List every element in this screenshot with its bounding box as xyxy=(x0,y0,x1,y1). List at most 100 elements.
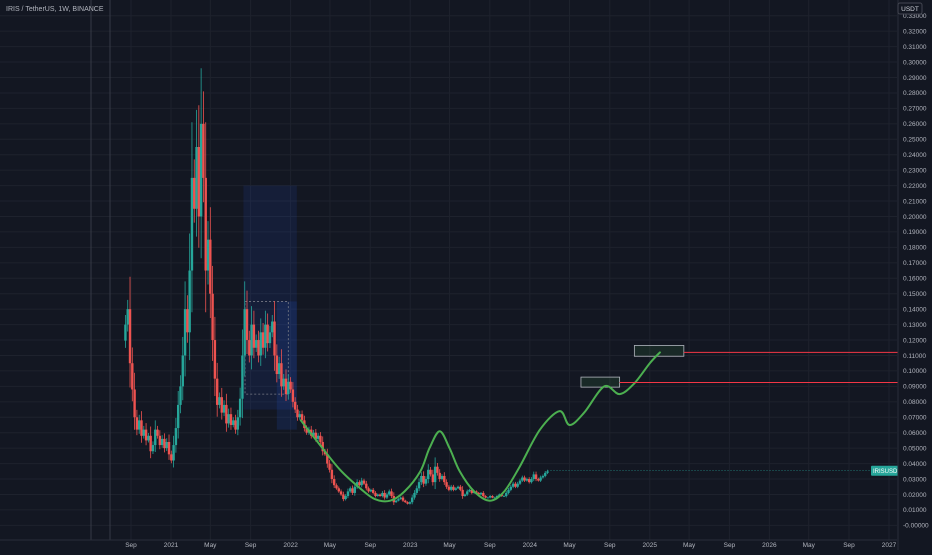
x-tick-label: Sep xyxy=(364,542,376,549)
candle-body xyxy=(193,177,196,209)
candle-body xyxy=(342,494,345,500)
candle-body xyxy=(202,123,205,178)
x-tick-label: May xyxy=(443,542,456,549)
candle-body xyxy=(371,489,375,493)
candle-body xyxy=(484,496,487,498)
target-zone-box[interactable] xyxy=(580,376,621,388)
candle-body xyxy=(151,445,155,452)
y-tick-label: 0.05000 xyxy=(903,445,927,452)
candle-body xyxy=(397,499,400,501)
candle-body xyxy=(186,309,189,333)
candle-body xyxy=(245,309,249,341)
candle-body xyxy=(470,489,474,493)
candle-body xyxy=(321,441,324,452)
y-tick-label: 0.32000 xyxy=(903,28,927,35)
candle-body xyxy=(488,496,492,498)
candle-body xyxy=(174,428,178,446)
candle-body xyxy=(440,475,444,480)
candle-body xyxy=(316,435,320,439)
candle-body xyxy=(135,417,139,430)
candle-body xyxy=(408,502,412,504)
candle-body xyxy=(147,435,150,441)
candle-body xyxy=(367,488,370,492)
y-tick-label: 0.03000 xyxy=(903,476,927,483)
date-range-box[interactable] xyxy=(243,185,297,410)
candle-body xyxy=(209,239,212,294)
candle-body xyxy=(456,486,460,489)
target-zone-box[interactable] xyxy=(633,345,685,357)
candle-body xyxy=(406,502,409,504)
candle-body xyxy=(388,491,391,495)
x-tick-label: 2022 xyxy=(283,542,298,549)
grid xyxy=(0,0,897,540)
candle-body xyxy=(422,475,425,484)
y-tick-label: 0.25000 xyxy=(903,137,927,144)
currency-button[interactable] xyxy=(897,2,923,15)
candle-body xyxy=(165,441,168,449)
candle-body xyxy=(197,146,201,217)
candle-body xyxy=(514,483,517,487)
x-tick-label: May xyxy=(563,542,576,549)
candle-body xyxy=(284,378,288,395)
x-tick-label: Sep xyxy=(125,542,137,549)
y-tick-label: 0.22000 xyxy=(903,183,927,190)
y-tick-label: 0.18000 xyxy=(903,245,927,252)
candle-body xyxy=(541,475,545,478)
candle-body xyxy=(358,482,361,486)
candle-body xyxy=(438,472,441,480)
price-axis[interactable]: 0.33000 0.32000 0.31000 0.30000 0.29000 0.280… xyxy=(897,0,932,550)
candle-body xyxy=(537,479,540,481)
y-tick-label: -0.00000 xyxy=(903,523,929,530)
candle-body xyxy=(527,479,531,483)
time-axis[interactable]: Sep 2021 May Sep 2022 May Sep 2023 May Sep 2024 May… xyxy=(0,539,897,549)
candle-body xyxy=(534,474,538,480)
candle-body xyxy=(305,428,308,433)
y-tick-label: 0.12000 xyxy=(903,337,927,344)
candle-body xyxy=(443,475,446,483)
currency-label: USDT xyxy=(901,6,919,13)
candle-body xyxy=(353,486,357,493)
y-tick-label: 0.26000 xyxy=(903,121,927,128)
candle-body xyxy=(195,146,198,209)
projection-curve[interactable] xyxy=(299,351,661,503)
y-tick-label: 0.14000 xyxy=(903,306,927,313)
candle-body xyxy=(532,474,535,480)
y-tick-label: 0.08000 xyxy=(903,399,927,406)
candle-body xyxy=(378,494,382,497)
candle-body xyxy=(144,429,148,441)
candle-body xyxy=(335,485,338,489)
candle-body xyxy=(404,500,407,503)
candle-body xyxy=(410,497,414,503)
candle-body xyxy=(511,483,515,487)
candle-body xyxy=(158,435,162,446)
candle-body xyxy=(275,355,279,375)
candle-body xyxy=(273,321,276,356)
x-tick-label: 2023 xyxy=(403,542,418,549)
candle-body xyxy=(399,497,402,500)
candle-body xyxy=(413,492,416,498)
candle-body xyxy=(176,404,180,429)
candle-body xyxy=(298,414,301,418)
candle-body xyxy=(495,496,499,498)
candle-body xyxy=(415,488,418,493)
candle-body xyxy=(445,482,448,487)
candle-body xyxy=(509,486,513,490)
x-tick-label: May xyxy=(683,542,696,549)
candle-body xyxy=(199,123,203,217)
candle-body xyxy=(429,469,432,475)
candle-body xyxy=(277,363,281,375)
y-tick-label: 0.30000 xyxy=(903,59,927,66)
candle-body xyxy=(222,404,226,413)
candle-body xyxy=(518,480,522,484)
x-tick-label: May xyxy=(204,542,217,549)
candle-body xyxy=(381,492,384,497)
candle-body xyxy=(271,321,274,333)
candle-body xyxy=(149,435,152,452)
candle-body xyxy=(530,479,533,483)
y-tick-label: 0.16000 xyxy=(903,276,927,283)
candle-body xyxy=(181,355,184,387)
projection-layer[interactable] xyxy=(299,351,661,503)
x-tick-label: Sep xyxy=(245,542,257,549)
